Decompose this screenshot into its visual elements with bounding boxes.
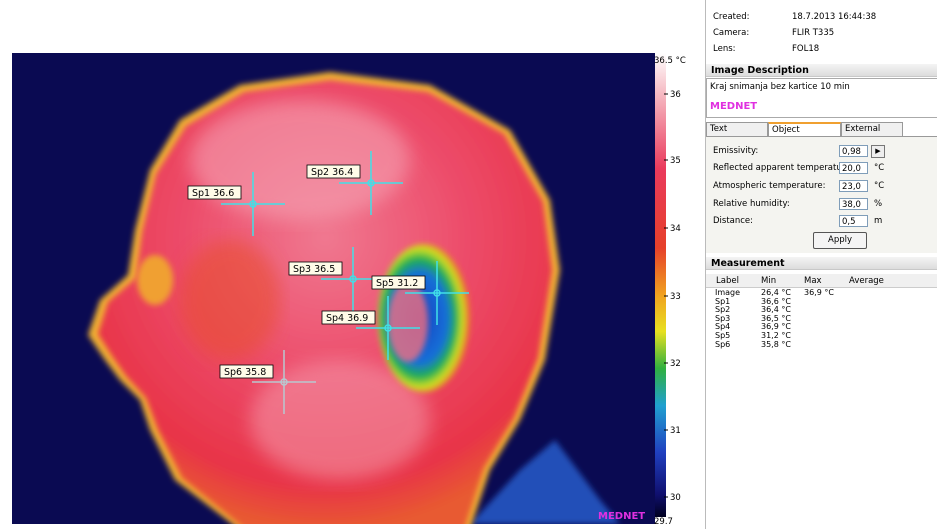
param-label: Atmospheric temperature: bbox=[713, 181, 826, 191]
spot-center bbox=[249, 200, 257, 208]
param-label: Distance: bbox=[713, 216, 754, 226]
cell: 36,9 °C bbox=[804, 288, 834, 297]
param-label: Reflected apparent temperature: bbox=[713, 163, 854, 173]
description-tag: MEDNET bbox=[710, 101, 758, 112]
param-unit: °C bbox=[874, 181, 885, 191]
spot-center bbox=[280, 378, 288, 386]
cell: 31,2 °C bbox=[761, 331, 791, 340]
cell: Sp3 bbox=[715, 313, 731, 323]
param-unit: °C bbox=[874, 163, 885, 173]
section-header: Image Description bbox=[706, 64, 937, 77]
param-value[interactable]: 23,0 bbox=[839, 180, 868, 192]
cell: 36,6 °C bbox=[761, 296, 791, 306]
column-header: Max bbox=[804, 276, 822, 286]
column-header: Min bbox=[761, 276, 777, 286]
arrow-button[interactable]: ▶ bbox=[871, 145, 885, 158]
spot-label-box bbox=[219, 364, 274, 379]
scale-label: 35 bbox=[670, 156, 681, 166]
scale-label: 30 bbox=[670, 493, 681, 503]
info-value: 18.7.2013 16:44:38 bbox=[792, 12, 877, 22]
param-label: Emissivity: bbox=[713, 146, 759, 156]
description-text: Kraj snimanja bez kartice 10 min bbox=[710, 82, 850, 92]
description-box: Kraj snimanja bez kartice 10 min MEDNET bbox=[706, 78, 937, 118]
param-value[interactable]: 0,98 bbox=[839, 145, 868, 157]
info-label: Lens: bbox=[713, 44, 736, 54]
cell: 36,5 °C bbox=[761, 313, 791, 323]
info-label: Created: bbox=[713, 12, 750, 22]
cell: Sp4 bbox=[715, 322, 731, 332]
param-value[interactable]: 20,0 bbox=[839, 162, 868, 174]
param-label: Relative humidity: bbox=[713, 199, 790, 209]
column-header: Label bbox=[716, 276, 739, 286]
tab[interactable]: External Sensor bbox=[841, 122, 903, 147]
spot-label: Sp6 35.8 bbox=[224, 367, 266, 378]
spot-center bbox=[367, 179, 375, 187]
apply-button[interactable]: Apply bbox=[813, 232, 867, 249]
color-scale bbox=[655, 53, 666, 517]
spot-label: Sp5 31.2 bbox=[376, 278, 418, 289]
cell: 35,8 °C bbox=[761, 339, 791, 349]
scale-label: 31 bbox=[670, 426, 681, 436]
info-value: FLIR T335 bbox=[792, 28, 835, 38]
info-value: FOL18 bbox=[792, 44, 820, 54]
spot-center bbox=[349, 275, 357, 283]
cell: Image bbox=[715, 288, 741, 297]
param-value[interactable]: 0,5 bbox=[839, 215, 868, 227]
spot-label: Sp3 36.5 bbox=[293, 264, 335, 275]
column-header: Average bbox=[849, 276, 884, 286]
spot-label-box bbox=[371, 275, 426, 290]
tab[interactable]: Text comments bbox=[706, 122, 768, 147]
spot-label-box bbox=[187, 185, 242, 200]
spot-label: Sp1 36.6 bbox=[192, 188, 234, 199]
scale-label: 36.5 °C bbox=[654, 56, 686, 66]
cell: 26,4 °C bbox=[761, 288, 791, 297]
section-header: Measurement bbox=[706, 257, 937, 270]
table-header bbox=[706, 274, 937, 288]
spot-label: Sp4 36.9 bbox=[326, 313, 368, 324]
spot-center bbox=[384, 324, 392, 332]
spot-label-box bbox=[306, 164, 361, 179]
cell: 36,4 °C bbox=[761, 305, 791, 315]
spot-label-box bbox=[321, 310, 376, 325]
cell: 36,9 °C bbox=[761, 322, 791, 332]
param-value[interactable]: 38,0 bbox=[839, 198, 868, 210]
spot-center bbox=[433, 289, 441, 297]
tab[interactable]: Object parameters bbox=[768, 122, 841, 148]
scale-label: 29.7 bbox=[654, 517, 673, 527]
spot-label-box bbox=[288, 261, 343, 276]
spot-label: Sp2 36.4 bbox=[311, 167, 353, 178]
info-label: Camera: bbox=[713, 28, 750, 38]
scale-label: 33 bbox=[670, 292, 681, 302]
cell: Sp2 bbox=[715, 305, 731, 315]
info-panel: Created: 18.7.2013 16:44:38 Camera: FLIR T3… bbox=[705, 0, 937, 529]
scale-label: 32 bbox=[670, 359, 681, 369]
cell: Sp5 bbox=[715, 331, 731, 340]
scale-label: 34 bbox=[670, 224, 681, 234]
cell: Sp6 bbox=[715, 339, 731, 349]
scale-label: 36 bbox=[670, 90, 681, 100]
cell: Sp1 bbox=[715, 296, 731, 306]
param-unit: m bbox=[874, 216, 883, 226]
thermal-view: 36.5 °C 36 35 34 33 32 31 30 29.7 Sp1 36.6 Sp2 36.… bbox=[12, 53, 686, 527]
param-unit: % bbox=[874, 199, 883, 209]
watermark: MEDNET bbox=[598, 511, 645, 522]
